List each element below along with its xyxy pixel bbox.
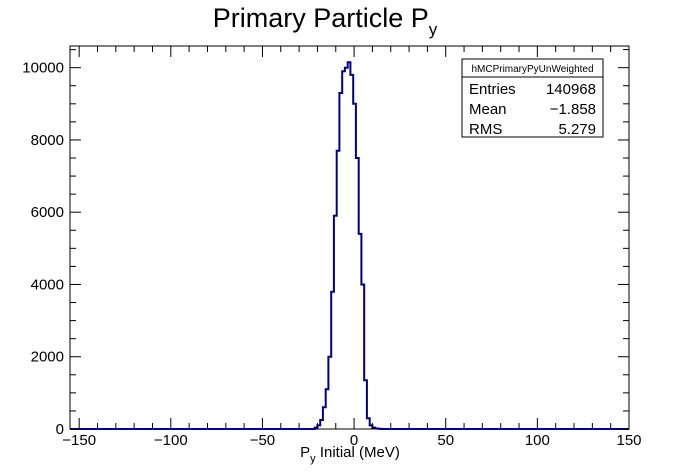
x-tick-label: 50 bbox=[437, 432, 454, 449]
x-axis-title-rest: Initial (MeV) bbox=[316, 444, 400, 461]
y-tick-label: 8000 bbox=[31, 132, 64, 149]
axis-ticks bbox=[70, 46, 630, 430]
chart-title-subscript: y bbox=[429, 20, 438, 39]
stats-mean-label: Mean bbox=[469, 101, 507, 118]
chart-title-main: Primary Particle P bbox=[213, 3, 429, 33]
x-axis-title-main: P bbox=[300, 444, 310, 461]
x-tick-label: −50 bbox=[250, 432, 275, 449]
stats-mean-value: −1.858 bbox=[550, 101, 596, 118]
y-tick-label: 6000 bbox=[31, 204, 64, 221]
x-axis-title-subscript: y bbox=[310, 453, 316, 465]
x-tick-label: −150 bbox=[62, 432, 96, 449]
x-axis-title: Py Initial (MeV) bbox=[300, 444, 400, 465]
x-tick-labels: −150 −100 −50 0 50 100 150 bbox=[62, 432, 641, 449]
stats-entries-label: Entries bbox=[469, 81, 516, 98]
x-tick-label: 100 bbox=[525, 432, 550, 449]
y-tick-labels: 0 2000 4000 6000 8000 10000 bbox=[22, 60, 64, 438]
stats-box-histogram-name: hMCPrimaryPyUnWeighted bbox=[471, 64, 593, 75]
stats-entries-value: 140968 bbox=[546, 81, 596, 98]
stats-box-border bbox=[461, 58, 604, 138]
y-tick-label: 10000 bbox=[22, 60, 64, 77]
x-tick-label: 150 bbox=[616, 432, 641, 449]
y-tick-label: 0 bbox=[56, 421, 64, 438]
y-tick-label: 2000 bbox=[31, 349, 64, 366]
stats-rms-value: 5.279 bbox=[558, 121, 596, 138]
stats-rms-label: RMS bbox=[469, 121, 502, 138]
x-tick-label: −100 bbox=[154, 432, 188, 449]
chart-title: Primary Particle Py bbox=[213, 3, 438, 39]
stats-box: hMCPrimaryPyUnWeighted Entries 140968 Me… bbox=[461, 58, 604, 138]
x-tick-label: 0 bbox=[350, 432, 358, 449]
y-tick-label: 4000 bbox=[31, 276, 64, 293]
plot-frame bbox=[69, 45, 630, 430]
